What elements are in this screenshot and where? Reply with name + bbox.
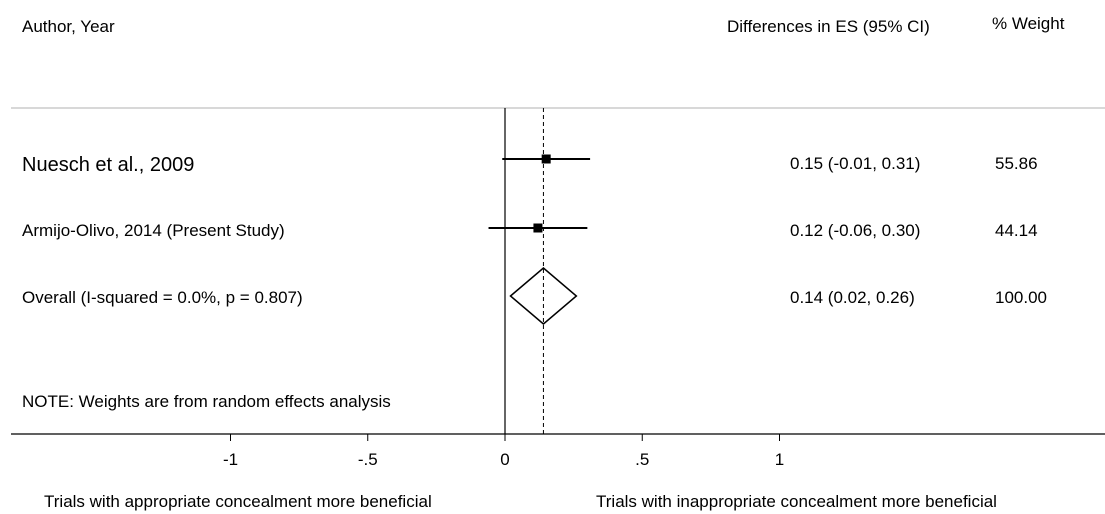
- x-tick-label-3: .5: [635, 450, 649, 469]
- study-label-nuesch: Nuesch et al., 2009: [22, 154, 195, 176]
- x-tick-label-2: 0: [500, 450, 509, 469]
- weights-note: NOTE: Weights are from random effects an…: [22, 392, 391, 411]
- study-weight-armijo: 44.14: [995, 221, 1038, 240]
- overall-es: 0.14 (0.02, 0.26): [790, 288, 915, 307]
- weight-header: % Weight: [992, 14, 1065, 33]
- right-direction-label: Trials with inappropriate concealment mo…: [596, 492, 997, 511]
- study-point-marker-1: [533, 223, 543, 233]
- study-es-nuesch: 0.15 (-0.01, 0.31): [790, 154, 921, 173]
- study-point-marker-0: [541, 154, 551, 164]
- study-label-armijo: Armijo-Olivo, 2014 (Present Study): [22, 221, 285, 240]
- x-tick-label-1: -.5: [358, 450, 378, 469]
- overall-weight: 100.00: [995, 288, 1047, 307]
- overall-label: Overall (I-squared = 0.0%, p = 0.807): [22, 288, 303, 307]
- study-es-armijo: 0.12 (-0.06, 0.30): [790, 221, 921, 240]
- x-tick-label-0: -1: [223, 450, 238, 469]
- es-ci-header: Differences in ES (95% CI): [727, 17, 930, 36]
- x-tick-label-4: 1: [775, 450, 784, 469]
- study-weight-nuesch: 55.86: [995, 154, 1038, 173]
- author-year-header: Author, Year: [22, 17, 115, 36]
- left-direction-label: Trials with appropriate concealment more…: [44, 492, 432, 511]
- overall-diamond: [509, 267, 578, 325]
